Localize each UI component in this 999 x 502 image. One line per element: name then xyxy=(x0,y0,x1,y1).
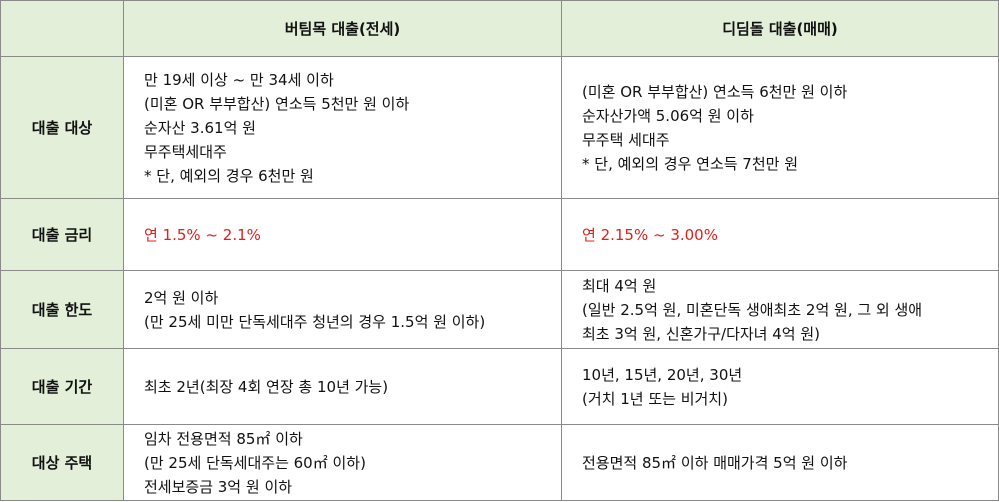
cell-line: (미혼 OR 부부합산) 연소득 5천만 원 이하 xyxy=(144,94,410,113)
header-beotimmok-loan: 버팀목 대출(전세) xyxy=(123,0,562,57)
row-label: 대출 금리 xyxy=(0,198,124,271)
beotimmok-period-cell: 최초 2년(최장 4회 연장 총 10년 가능) xyxy=(123,348,562,425)
header-row: 버팀목 대출(전세) 디딤돌 대출(매매) xyxy=(0,0,999,57)
cell-line: * 단, 예외의 경우 6천만 원 xyxy=(144,166,314,185)
row-label: 대출 대상 xyxy=(0,56,124,199)
cell-line: 최초 2년(최장 4회 연장 총 10년 가능) xyxy=(144,377,389,396)
cell-line: 10년, 15년, 20년, 30년 xyxy=(582,365,743,384)
cell-line: 전용면적 85㎡ 이하 매매가격 5억 원 이하 xyxy=(582,453,848,472)
row-loan-period: 대출 기간 최초 2년(최장 4회 연장 총 10년 가능) 10년, 15년,… xyxy=(0,348,999,425)
beotimmok-limit-cell: 2억 원 이하 (만 25세 미만 단독세대주 청년의 경우 1.5억 원 이하… xyxy=(123,270,562,349)
row-label: 대상 주택 xyxy=(0,424,124,501)
cell-line: * 단, 예외의 경우 연소득 7천만 원 xyxy=(582,154,799,173)
cell-line: 무주택세대주 xyxy=(144,142,227,161)
didimdol-rate-cell: 연 2.15% ~ 3.00% xyxy=(561,198,999,271)
cell-line: (일반 2.5억 원, 미혼단독 생애최초 2억 원, 그 외 생애 xyxy=(582,300,923,319)
row-target-housing: 대상 주택 임차 전용면적 85㎡ 이하 (만 25세 단독세대주는 60㎡ 이… xyxy=(0,424,999,501)
cell-line: 2억 원 이하 xyxy=(144,288,219,307)
row-interest-rate: 대출 금리 연 1.5% ~ 2.1% 연 2.15% ~ 3.00% xyxy=(0,198,999,271)
row-loan-limit: 대출 한도 2억 원 이하 (만 25세 미만 단독세대주 청년의 경우 1.5… xyxy=(0,270,999,349)
beotimmok-housing-cell: 임차 전용면적 85㎡ 이하 (만 25세 단독세대주는 60㎡ 이하) 전세보… xyxy=(123,424,562,501)
row-label: 대출 한도 xyxy=(0,270,124,349)
cell-line: 전세보증금 3억 원 이하 xyxy=(144,477,293,496)
cell-line: (미혼 OR 부부합산) 연소득 6천만 원 이하 xyxy=(582,82,848,101)
cell-line: 만 19세 이상 ~ 만 34세 이하 xyxy=(144,70,334,89)
cell-line: 무주택 세대주 xyxy=(582,130,670,149)
cell-line: (만 25세 단독세대주는 60㎡ 이하) xyxy=(144,453,366,472)
row-label: 대출 기간 xyxy=(0,348,124,425)
cell-line: 순자산 3.61억 원 xyxy=(144,118,256,137)
header-corner xyxy=(0,0,124,57)
cell-line: 최초 3억 원, 신혼가구/다자녀 4억 원) xyxy=(582,324,821,343)
didimdol-period-cell: 10년, 15년, 20년, 30년 (거치 1년 또는 비거치) xyxy=(561,348,999,425)
cell-line: (거치 1년 또는 비거치) xyxy=(582,389,728,408)
didimdol-housing-cell: 전용면적 85㎡ 이하 매매가격 5억 원 이하 xyxy=(561,424,999,501)
didimdol-eligibility-cell: (미혼 OR 부부합산) 연소득 6천만 원 이하 순자산가액 5.06억 원 … xyxy=(561,56,999,199)
row-eligibility: 대출 대상 만 19세 이상 ~ 만 34세 이하 (미혼 OR 부부합산) 연… xyxy=(0,56,999,199)
beotimmok-eligibility-cell: 만 19세 이상 ~ 만 34세 이하 (미혼 OR 부부합산) 연소득 5천만… xyxy=(123,56,562,199)
cell-line: 최대 4억 원 xyxy=(582,276,657,295)
cell-line: (만 25세 미만 단독세대주 청년의 경우 1.5억 원 이하) xyxy=(144,312,486,331)
interest-rate-value: 연 1.5% ~ 2.1% xyxy=(144,225,261,244)
cell-line: 임차 전용면적 85㎡ 이하 xyxy=(144,429,303,448)
cell-line: 순자산가액 5.06억 원 이하 xyxy=(582,106,754,125)
interest-rate-value: 연 2.15% ~ 3.00% xyxy=(582,225,718,244)
didimdol-limit-cell: 최대 4억 원 (일반 2.5억 원, 미혼단독 생애최초 2억 원, 그 외 … xyxy=(561,270,999,349)
beotimmok-rate-cell: 연 1.5% ~ 2.1% xyxy=(123,198,562,271)
header-didimdol-loan: 디딤돌 대출(매매) xyxy=(561,0,999,57)
